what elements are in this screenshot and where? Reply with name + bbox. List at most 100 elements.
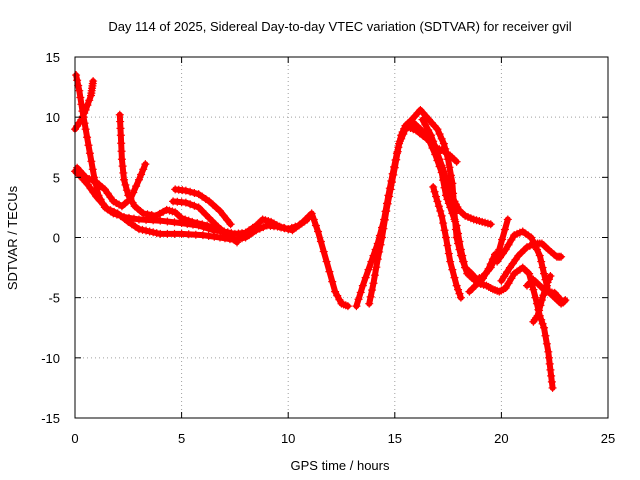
data-point-marker (314, 227, 323, 236)
y-tick-label: -5 (48, 291, 60, 306)
data-point-marker (194, 203, 203, 212)
axis-ticks (74, 56, 609, 419)
data-point-marker (152, 229, 161, 238)
data-point-marker (352, 302, 361, 311)
data-point-marker (287, 223, 296, 232)
data-point-marker (495, 253, 504, 262)
data-point-marker (530, 239, 539, 248)
data-point-marker (118, 162, 127, 171)
data-point-marker (432, 192, 441, 201)
data-point-marker (149, 228, 158, 237)
data-point-marker (255, 224, 264, 233)
data-point-marker (188, 217, 197, 226)
series-track-7 (169, 197, 242, 247)
data-point-marker (525, 269, 534, 278)
data-point-marker (532, 313, 541, 322)
data-point-marker (291, 222, 300, 231)
data-point-marker (559, 297, 568, 306)
data-point-marker (156, 216, 165, 225)
data-point-marker (170, 229, 179, 238)
x-tick-label: 20 (494, 431, 508, 446)
data-point-marker (184, 230, 193, 239)
data-point-marker (238, 234, 247, 243)
data-point-marker (397, 134, 406, 143)
data-point-marker (89, 188, 98, 197)
data-point-marker (392, 155, 401, 164)
data-point-marker (75, 86, 84, 95)
data-point-marker (316, 237, 325, 246)
data-point-marker (368, 286, 377, 295)
data-point-marker (546, 272, 555, 281)
x-tick-label: 15 (388, 431, 402, 446)
data-point-marker (507, 235, 516, 244)
data-point-marker (442, 176, 451, 185)
data-point-marker (163, 229, 172, 238)
data-point-marker (155, 209, 164, 218)
data-point-marker (446, 171, 455, 180)
data-point-marker (284, 225, 293, 234)
data-point-marker (546, 365, 555, 374)
data-point-marker (191, 230, 200, 239)
data-point-marker (533, 311, 542, 320)
data-point-marker (505, 263, 514, 272)
data-point-marker (132, 182, 141, 191)
data-point-marker (437, 211, 446, 220)
data-point-marker (433, 197, 442, 206)
data-point-marker (311, 221, 320, 230)
data-point-marker (138, 225, 147, 234)
data-point-marker (532, 245, 541, 254)
data-point-marker (215, 233, 224, 242)
data-point-marker (560, 296, 569, 305)
data-point-marker (376, 240, 385, 249)
data-point-marker (203, 221, 212, 230)
data-point-marker (504, 279, 513, 288)
series-track-2 (71, 77, 98, 134)
data-point-marker (89, 77, 98, 86)
data-point-marker (72, 71, 81, 80)
y-tick-label: 5 (53, 170, 60, 185)
x-tick-labels: 0 5 10 15 20 25 (71, 431, 615, 446)
data-point-marker (86, 184, 95, 193)
data-point-marker (547, 377, 556, 386)
data-point-marker (540, 286, 549, 295)
data-point-marker (76, 93, 85, 102)
data-point-marker (431, 143, 440, 152)
data-point-marker (77, 100, 86, 109)
data-point-marker (119, 168, 128, 177)
data-point-marker (226, 220, 235, 229)
data-point-marker (395, 139, 404, 148)
data-point-marker (444, 199, 453, 208)
data-point-marker (441, 172, 450, 181)
data-point-marker (418, 115, 427, 124)
data-point-marker (493, 257, 502, 266)
data-point-marker (385, 192, 394, 201)
data-point-marker (448, 209, 457, 218)
data-point-marker (88, 176, 97, 185)
data-point-marker (186, 200, 195, 209)
data-point-marker (252, 226, 261, 235)
data-point-marker (186, 187, 195, 196)
data-point-marker (433, 125, 442, 134)
data-point-marker (498, 235, 507, 244)
data-point-marker (441, 191, 450, 200)
data-point-marker (116, 124, 125, 133)
data-point-marker (507, 274, 516, 283)
data-point-marker (277, 223, 286, 232)
data-point-marker (437, 134, 446, 143)
data-point-marker (430, 187, 439, 196)
data-point-marker (198, 207, 207, 216)
y-tick-label: -15 (41, 411, 60, 426)
data-point-marker (511, 255, 520, 264)
data-point-marker (435, 130, 444, 139)
series-track-17 (529, 272, 555, 326)
data-point-marker (497, 276, 506, 285)
data-point-marker (106, 193, 115, 202)
data-point-marker (454, 285, 463, 294)
data-point-marker (83, 133, 92, 142)
data-point-marker (121, 180, 130, 189)
data-point-marker (143, 210, 152, 219)
data-point-marker (134, 225, 143, 234)
data-point-marker (331, 287, 340, 296)
data-point-marker (134, 175, 143, 184)
data-point-marker (540, 269, 549, 278)
